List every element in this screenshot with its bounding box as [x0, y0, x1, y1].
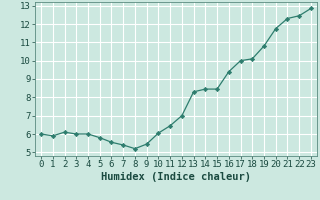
X-axis label: Humidex (Indice chaleur): Humidex (Indice chaleur) [101, 172, 251, 182]
